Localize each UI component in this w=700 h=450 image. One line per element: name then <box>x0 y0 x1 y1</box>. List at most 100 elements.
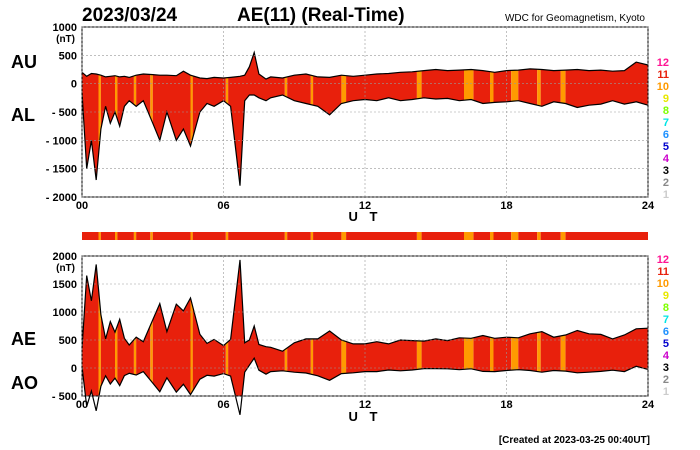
legend-level-7: 7 <box>663 117 669 129</box>
x-tick-label: 12 <box>359 399 371 411</box>
activity-band <box>518 259 538 396</box>
activity-band <box>190 259 193 396</box>
activity-band <box>284 259 288 396</box>
x-tick-label: 18 <box>500 200 512 212</box>
x-tick-label: 24 <box>642 399 655 411</box>
x-tick-label: 00 <box>76 200 88 212</box>
legend-level-3: 3 <box>663 165 669 177</box>
x-tick-label: 18 <box>500 399 512 411</box>
activity-strip-segment <box>518 232 538 240</box>
ao-label: AO <box>11 373 38 393</box>
activity-strip-segment <box>560 232 566 240</box>
activity-band <box>98 52 101 186</box>
x-tick-label: 00 <box>76 399 88 411</box>
legend-level-8: 8 <box>663 105 669 117</box>
activity-strip-segment <box>493 232 512 240</box>
legend-level-1: 1 <box>663 386 669 398</box>
activity-strip-segment <box>117 232 134 240</box>
source-label: WDC for Geomagnetism, Kyoto <box>505 13 645 24</box>
activity-strip-segment <box>421 232 464 240</box>
ao-line <box>81 356 649 415</box>
y-tick-label: - 500 <box>52 107 77 119</box>
activity-band <box>98 259 101 396</box>
unit-label-bottom: (nT) <box>56 263 75 274</box>
activity-strip-segment <box>115 232 118 240</box>
activity-band <box>421 259 464 396</box>
activity-band <box>228 259 285 396</box>
activity-band <box>346 259 417 396</box>
activity-strip-segment <box>473 232 490 240</box>
activity-band <box>82 259 99 396</box>
activity-band <box>152 259 191 396</box>
legend-level-10: 10 <box>657 278 669 290</box>
legend-level-9: 9 <box>663 93 669 105</box>
activity-strip-segment <box>152 232 191 240</box>
activity-band <box>511 259 519 396</box>
activity-strip-segment <box>150 232 153 240</box>
legend-level-4: 4 <box>663 153 670 165</box>
activity-band <box>540 259 561 396</box>
y-tick-label: - 1000 <box>46 135 77 147</box>
activity-strip-segment <box>540 232 561 240</box>
x-axis-label-bottom: U T <box>349 409 382 424</box>
y-tick-label: - 1500 <box>46 164 77 176</box>
ae-line <box>81 259 649 352</box>
legend-level-8: 8 <box>663 302 669 314</box>
y-tick-label: 0 <box>71 363 77 375</box>
activity-strip-segment <box>287 232 311 240</box>
legend-level-2: 2 <box>663 374 669 386</box>
legend-level-12: 12 <box>657 254 669 266</box>
y-tick-label: 500 <box>59 335 77 347</box>
legend-level-6: 6 <box>663 129 669 141</box>
activity-band <box>565 259 648 396</box>
activity-strip-segment <box>310 232 314 240</box>
activity-band <box>493 259 512 396</box>
activity-strip-segment <box>136 232 151 240</box>
activity-strip-segment <box>225 232 229 240</box>
y-tick-label: 1000 <box>53 22 77 34</box>
activity-band <box>136 259 151 396</box>
activity-band <box>560 259 566 396</box>
activity-band <box>537 259 541 396</box>
legend-level-3: 3 <box>663 362 669 374</box>
y-tick-label: - 2000 <box>46 192 77 204</box>
activity-band <box>192 52 226 186</box>
activity-strip-segment <box>228 232 285 240</box>
y-tick-label: 1000 <box>53 307 77 319</box>
au-al-panel: (nT) AU AL 1000 500 0 - 500 - 1000 - 1500 - 20… <box>11 22 655 224</box>
activity-strip-segment <box>341 232 347 240</box>
legend-level-4: 4 <box>663 350 670 362</box>
activity-band <box>464 259 474 396</box>
activity-strip-segment <box>464 232 474 240</box>
activity-strip-segment <box>416 232 422 240</box>
activity-strip-segment <box>313 232 342 240</box>
y-tick-label: 1500 <box>53 279 77 291</box>
x-tick-label: 06 <box>217 200 229 212</box>
au-line <box>81 50 649 80</box>
date-title: 2023/03/24 <box>82 5 178 26</box>
al-line <box>81 92 649 186</box>
activity-strip-segment <box>100 232 115 240</box>
y-tick-label: 500 <box>59 50 77 62</box>
activity-band <box>313 259 342 396</box>
activity-band <box>490 259 494 396</box>
legend-level-11: 11 <box>657 266 669 278</box>
activity-strip-segment <box>565 232 648 240</box>
activity-strip-segment <box>490 232 494 240</box>
x-axis-label-top: U T <box>349 209 382 224</box>
au-label: AU <box>11 52 37 72</box>
activity-strip <box>82 232 648 240</box>
activity-band <box>287 259 311 396</box>
activity-strip-segment <box>511 232 519 240</box>
activity-band <box>228 52 285 186</box>
x-tick-label: 12 <box>359 200 371 212</box>
activity-strip-segment <box>192 232 226 240</box>
y-tick-label: - 500 <box>52 391 77 403</box>
activity-strip-segment <box>190 232 193 240</box>
activity-strip-segment <box>537 232 541 240</box>
x-tick-label: 24 <box>642 200 655 212</box>
